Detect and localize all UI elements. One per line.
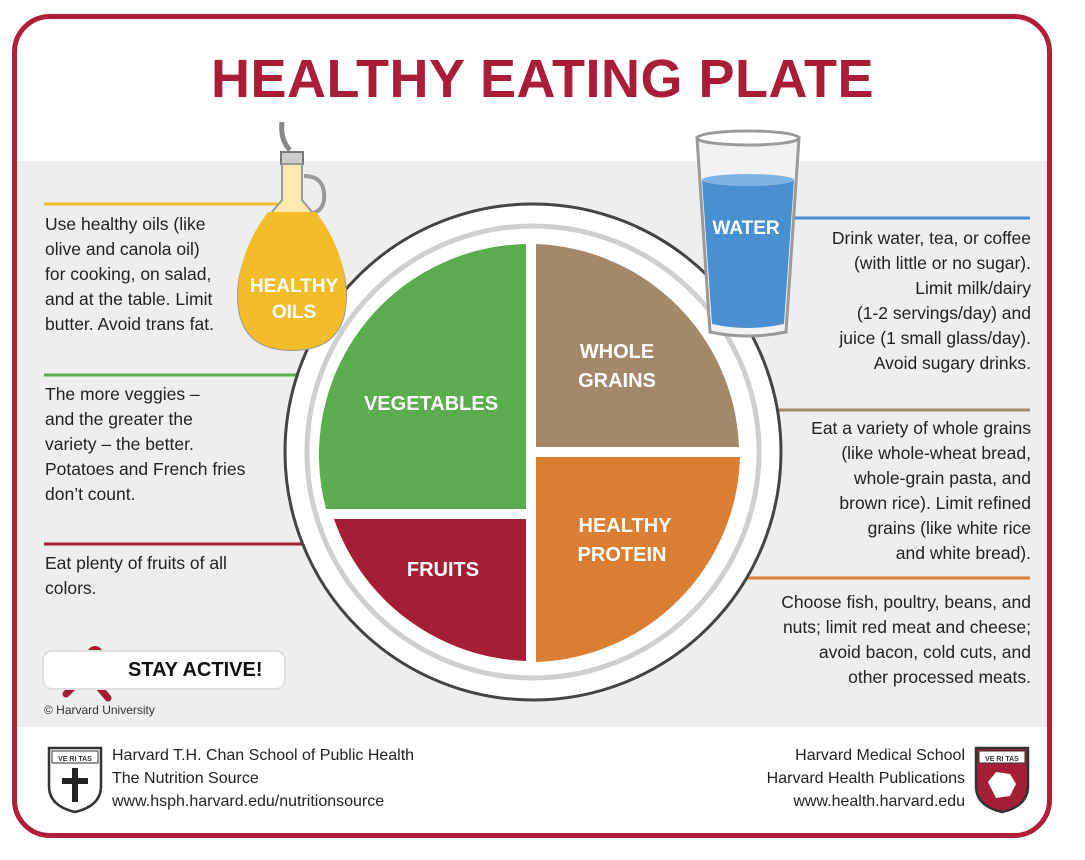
vegetables-description: The more veggies – and the greater the v… xyxy=(45,384,246,504)
left-shield-text: VE RI TAS xyxy=(58,756,92,763)
oils-label-line2: OILS xyxy=(272,302,316,323)
page-title: HEALTHY EATING PLATE xyxy=(210,49,874,109)
grains-label-line1: WHOLE xyxy=(580,341,654,363)
oils-description: Use healthy oils (like olive and canola … xyxy=(45,214,214,334)
copyright: © Harvard University xyxy=(44,703,155,717)
grains-label-line2: GRAINS xyxy=(578,370,656,392)
protein-description: Choose fish, poultry, beans, and nuts; l… xyxy=(781,592,1031,687)
protein-section xyxy=(536,457,740,662)
grains-description: Eat a variety of whole grains (like whol… xyxy=(811,418,1031,563)
stay-active-label: STAY ACTIVE! xyxy=(128,659,263,681)
harvard-shield-icon: VE RI TAS xyxy=(47,746,103,814)
whole-grains-section xyxy=(536,244,739,447)
stay-active-badge xyxy=(42,650,286,690)
oils-label-line1: HEALTHY xyxy=(250,276,339,297)
water-description: Drink water, tea, or coffee (with little… xyxy=(831,228,1031,373)
water-glass-icon: WATER xyxy=(695,129,801,338)
footer-left-text: Harvard T.H. Chan School of Public Healt… xyxy=(112,747,415,810)
footer-right-text: Harvard Medical School Harvard Health Pu… xyxy=(766,747,965,810)
fruits-section xyxy=(334,519,526,661)
harvard-med-shield-icon: VE RI TAS xyxy=(974,746,1030,814)
fruits-label: FRUITS xyxy=(407,559,479,581)
vegetables-section xyxy=(318,244,526,509)
oil-bottle-icon: HEALTHY OILS xyxy=(236,121,348,352)
water-label: WATER xyxy=(712,218,779,239)
protein-label-line1: HEALTHY xyxy=(579,515,673,537)
protein-label-line2: PROTEIN xyxy=(578,544,667,566)
fruits-description: Eat plenty of fruits of all colors. xyxy=(45,553,227,598)
right-shield-text: VE RI TAS xyxy=(985,756,1019,763)
vegetables-label: VEGETABLES xyxy=(364,393,498,415)
